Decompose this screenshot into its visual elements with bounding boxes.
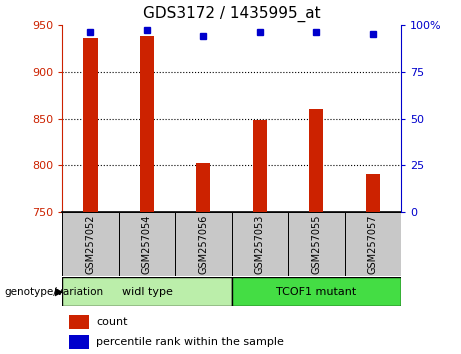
Bar bbox=[231, 277, 401, 306]
Text: GSM257055: GSM257055 bbox=[311, 215, 321, 274]
Bar bbox=[62, 277, 231, 306]
Bar bbox=[196, 163, 211, 212]
Bar bbox=[62, 212, 118, 276]
Title: GDS3172 / 1435995_at: GDS3172 / 1435995_at bbox=[143, 6, 320, 22]
Bar bbox=[366, 174, 380, 212]
Bar bbox=[344, 212, 401, 276]
Bar bbox=[288, 212, 344, 276]
Text: percentile rank within the sample: percentile rank within the sample bbox=[96, 337, 284, 347]
Text: GSM257056: GSM257056 bbox=[198, 215, 208, 274]
Text: genotype/variation: genotype/variation bbox=[5, 287, 104, 297]
Text: GSM257054: GSM257054 bbox=[142, 215, 152, 274]
Text: GSM257057: GSM257057 bbox=[368, 215, 378, 274]
Bar bbox=[69, 315, 89, 329]
Bar bbox=[140, 36, 154, 212]
Text: ▶: ▶ bbox=[55, 287, 63, 297]
Bar bbox=[253, 120, 267, 212]
Text: count: count bbox=[96, 317, 128, 327]
Text: widl type: widl type bbox=[122, 287, 172, 297]
Bar bbox=[231, 212, 288, 276]
Bar bbox=[175, 212, 231, 276]
Text: GSM257053: GSM257053 bbox=[255, 215, 265, 274]
Bar bbox=[83, 38, 98, 212]
Bar bbox=[309, 109, 324, 212]
Bar bbox=[118, 212, 175, 276]
Bar bbox=[69, 335, 89, 348]
Text: TCOF1 mutant: TCOF1 mutant bbox=[276, 287, 356, 297]
Text: GSM257052: GSM257052 bbox=[85, 215, 95, 274]
